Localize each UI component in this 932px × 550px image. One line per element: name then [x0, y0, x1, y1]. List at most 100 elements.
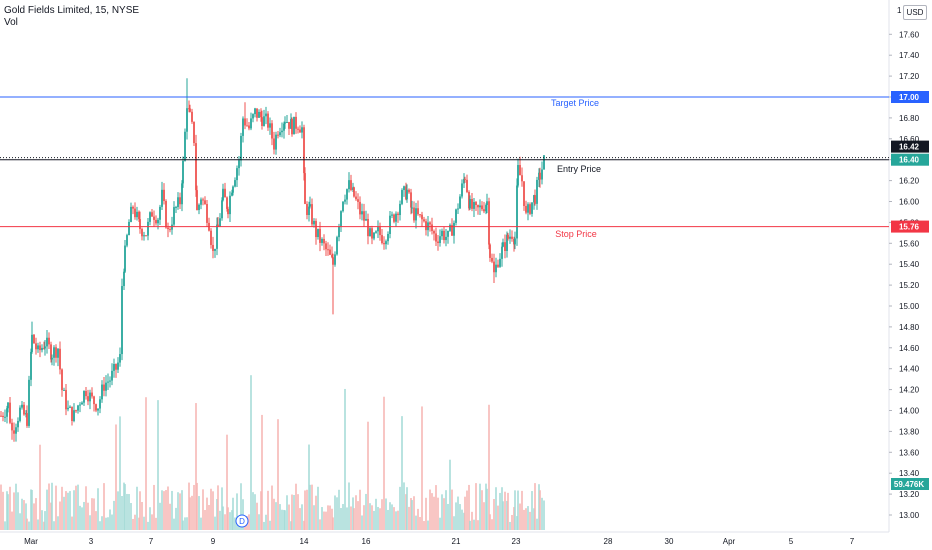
volume-bar [361, 515, 363, 530]
volume-bar [441, 494, 443, 530]
y-tick-label: 13.40 [899, 469, 920, 478]
volume-bar [355, 495, 357, 530]
volume-bar [332, 517, 334, 530]
candle-body [279, 132, 281, 136]
candle-body [258, 111, 260, 118]
volume-bar [284, 510, 286, 530]
candle-body [451, 224, 453, 236]
volume-bar [171, 490, 173, 530]
candle-body [327, 249, 329, 251]
volume-bar [179, 493, 181, 530]
candle-body [332, 257, 334, 265]
candle-body [313, 220, 315, 225]
y-tick-label: 17.40 [899, 51, 920, 60]
volume-bar [97, 488, 99, 530]
volume-bar [17, 492, 19, 530]
volume-bar [0, 484, 2, 530]
volume-bar [459, 504, 461, 530]
x-tick-label: 21 [452, 537, 461, 546]
candle-body [202, 199, 204, 201]
volume-bar [21, 498, 23, 530]
candle-body [132, 206, 134, 209]
volume-bar [265, 514, 267, 530]
candle-body [331, 254, 333, 258]
volume-bar [59, 501, 61, 530]
candle-body [13, 430, 15, 434]
currency-button[interactable]: USD [903, 5, 927, 20]
volume-bar [536, 518, 538, 530]
candle-body [238, 160, 240, 169]
candle-body [85, 391, 87, 397]
candle-body [536, 179, 538, 204]
volume-bar [227, 507, 229, 530]
volume-bar [151, 514, 153, 530]
candle-body [126, 235, 128, 246]
volume-bar [483, 502, 485, 530]
dividend-marker[interactable] [235, 514, 249, 528]
candle-body [79, 404, 81, 406]
candle-body [151, 212, 153, 217]
candle-body [405, 186, 407, 200]
volume-bar [507, 492, 509, 530]
candle-body [173, 207, 175, 225]
volume-bar [383, 396, 385, 530]
candle-body [221, 200, 223, 219]
volume-bar [455, 502, 457, 530]
candle-body [486, 201, 488, 206]
candle-body [25, 413, 27, 415]
volume-bar [331, 508, 333, 530]
candle-body [514, 238, 516, 245]
y-tick-label: 13.00 [899, 511, 920, 520]
volume-bar [208, 505, 210, 530]
x-tick-label: 14 [300, 537, 309, 546]
volume-bar [63, 496, 65, 530]
volume-bar [479, 483, 481, 530]
candle-body [457, 208, 459, 210]
volume-bar [401, 416, 403, 530]
volume-bar [317, 486, 319, 530]
volume-bar [457, 496, 459, 530]
candle-body [9, 402, 11, 423]
y-tick-label: 14.60 [899, 344, 920, 353]
y-tick-label: 17.60 [899, 30, 920, 39]
volume-bar [99, 521, 101, 530]
candle-body [44, 346, 46, 349]
volume-bar [543, 500, 545, 530]
volume-bar [46, 489, 48, 530]
volume-bar [65, 491, 67, 530]
candle-body [493, 261, 495, 273]
volume-bar [389, 502, 391, 530]
volume-bar [33, 503, 35, 530]
candle-body [389, 215, 391, 234]
volume-bar [115, 424, 117, 530]
volume-bar [290, 521, 292, 530]
volume-bar [23, 500, 25, 530]
volume-bar [445, 490, 447, 530]
volume-bar [534, 483, 536, 530]
volume-bar [87, 502, 89, 530]
volume-bar [83, 501, 85, 530]
volume-bar [61, 486, 63, 530]
volume-bar [111, 514, 113, 530]
volume-bar [489, 514, 491, 530]
volume-bar [315, 495, 317, 530]
candle-body [6, 408, 8, 417]
candle-body [525, 206, 527, 213]
x-tick-label: 9 [211, 537, 216, 546]
volume-bar [117, 491, 119, 530]
volume-bar [464, 496, 466, 530]
candle-body [121, 286, 123, 355]
candle-body [73, 410, 75, 421]
volume-bar [350, 506, 352, 530]
candle-body [195, 143, 197, 191]
candle-body [30, 351, 32, 380]
volume-bar [248, 514, 250, 530]
volume-bar [327, 505, 329, 530]
candle-body [141, 229, 143, 237]
volume-bar [399, 486, 401, 530]
candle-body [231, 192, 233, 196]
volume-bar [468, 484, 470, 530]
volume-bar [506, 500, 508, 530]
volume-bar [363, 505, 365, 530]
